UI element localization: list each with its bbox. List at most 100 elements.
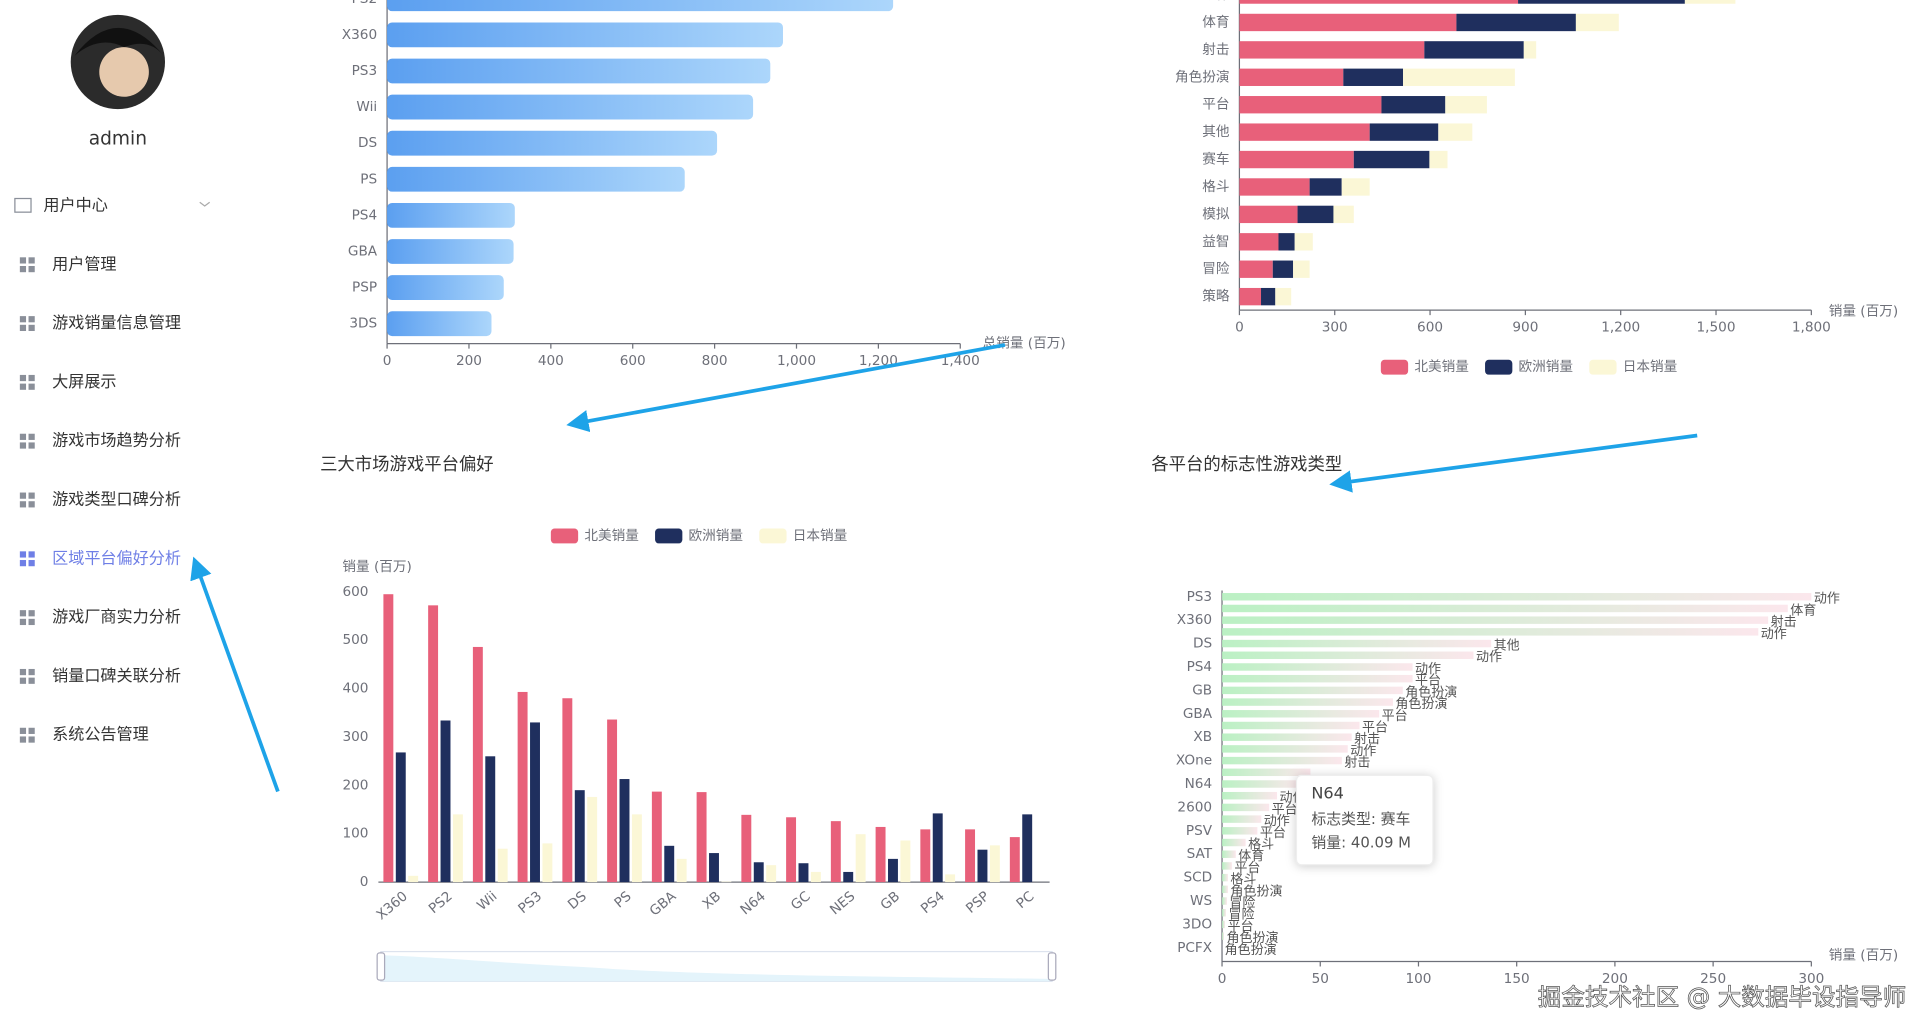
x-tick-label: PS: [611, 888, 634, 911]
y-tick-label: PSP: [352, 280, 377, 296]
avatar-hair: [74, 27, 164, 56]
x-tick-label: 400: [538, 353, 564, 369]
y-tick-label: 300: [342, 729, 368, 745]
bar-segment: [1369, 123, 1439, 141]
menu-icon: [19, 374, 27, 382]
x-tick-label: N64: [737, 888, 768, 918]
bar-segment: [1239, 68, 1344, 86]
bar: [977, 849, 988, 883]
bar-label: 动作: [1814, 592, 1840, 607]
bar-segment: [1239, 13, 1457, 32]
menu-icon: [19, 442, 27, 449]
bar-label: 动作: [1264, 814, 1290, 829]
y-tick-label: 平台: [1202, 97, 1229, 113]
bar-segment: [1239, 150, 1354, 169]
arrow: [566, 343, 1006, 433]
menu-item[interactable]: 游戏市场趋势分析: [52, 431, 181, 450]
y-tick-label: SCD: [1183, 870, 1212, 886]
menu-icon: [14, 197, 32, 213]
bar-label: 平台: [1362, 720, 1388, 735]
x-tick-label: 600: [620, 353, 646, 369]
bar-segment: [1239, 178, 1310, 196]
legend-label[interactable]: 北美销量: [1414, 359, 1469, 375]
menu-item[interactable]: 游戏销量信息管理: [52, 313, 181, 332]
bar-label: 动作: [1350, 744, 1376, 759]
bar: [1222, 663, 1413, 671]
y-tick-label: 200: [342, 777, 368, 793]
x-tick-label: 1,400: [941, 353, 980, 369]
x-tick-label: 600: [1417, 320, 1443, 336]
bar-segment: [1438, 123, 1473, 141]
bar-segment: [1429, 150, 1448, 169]
x-tick-label: 900: [1512, 320, 1538, 336]
legend-label[interactable]: 欧洲销量: [1519, 359, 1573, 375]
x-tick-label: NES: [827, 888, 858, 918]
legend-label[interactable]: 北美销量: [584, 528, 639, 544]
bar-segment: [1381, 96, 1446, 114]
menu-item[interactable]: 区域平台偏好分析: [52, 548, 181, 567]
y-tick-label: 格斗: [1202, 179, 1229, 195]
y-tick-label: PS4: [1187, 659, 1213, 675]
menu-item[interactable]: 大屏展示: [52, 372, 116, 391]
y-tick-label: PS4: [352, 207, 378, 223]
menu-icon: [28, 257, 35, 264]
x-tick-label: DS: [565, 888, 590, 913]
bar: [574, 790, 585, 883]
avatar-face: [99, 47, 149, 97]
x-tick-label: 300: [1798, 971, 1824, 987]
y-tick-label: PS2: [352, 0, 378, 7]
menu-icon: [28, 265, 35, 273]
bar: [387, 94, 754, 120]
legend-label[interactable]: 欧洲销量: [689, 528, 744, 544]
menu-item[interactable]: 销量口碑关联分析: [52, 666, 181, 685]
menu-icon: [28, 727, 35, 734]
y-tick-label: Wii: [356, 99, 377, 115]
bar: [798, 863, 809, 883]
bar: [1222, 639, 1492, 648]
legend-label[interactable]: 日本销量: [793, 528, 848, 544]
bar-label: 动作: [1761, 627, 1787, 642]
y-tick-label: XB: [1193, 729, 1212, 745]
y-tick-label: 角色扮演: [1175, 68, 1230, 85]
menu-icon: [28, 374, 35, 382]
x-tick-label: Wii: [474, 888, 500, 914]
menu-item[interactable]: 用户管理: [52, 254, 116, 273]
bar-label: 体育: [1790, 602, 1816, 618]
data-zoom-handle[interactable]: [376, 952, 386, 981]
bar: [387, 275, 504, 300]
bar: [562, 698, 573, 883]
y-tick-label: DS: [1193, 636, 1212, 652]
bar: [651, 791, 662, 883]
bar: [1222, 897, 1227, 905]
x-tick-label: 200: [456, 353, 482, 369]
menu-icon: [28, 736, 35, 743]
legend-label[interactable]: 日本销量: [1623, 359, 1677, 375]
legend-swatch: [1485, 359, 1513, 375]
bar-label: 角色扮演: [1405, 684, 1457, 700]
menu-icon: [28, 560, 35, 567]
y-tick-label: 500: [342, 632, 368, 648]
bar-label: 平台: [1415, 674, 1441, 689]
data-zoom-handle[interactable]: [1047, 952, 1057, 981]
legend-swatch: [655, 528, 683, 544]
y-tick-label: 600: [342, 584, 368, 600]
menu-item[interactable]: 游戏厂商实力分析: [52, 607, 181, 626]
legend-swatch: [1380, 359, 1409, 375]
bar-segment: [1293, 260, 1310, 278]
y-tick-label: 体育: [1202, 14, 1229, 30]
x-tick-label: GC: [788, 888, 814, 913]
bar: [387, 58, 771, 84]
bar-label: 格斗: [1248, 836, 1274, 852]
bar: [631, 814, 642, 883]
menu-item[interactable]: 游戏类型口碑分析: [52, 489, 181, 508]
bar: [753, 862, 764, 883]
bar: [1222, 791, 1278, 800]
bar-segment: [1278, 233, 1295, 251]
bar: [1222, 873, 1228, 882]
menu-item[interactable]: 用户中心: [43, 195, 107, 214]
bar-segment: [1424, 41, 1524, 59]
y-tick-label: GBA: [348, 243, 378, 259]
menu-item[interactable]: 系统公告管理: [52, 725, 149, 744]
bar-label: 平台: [1260, 826, 1286, 841]
bar-label: 平台: [1234, 861, 1260, 876]
